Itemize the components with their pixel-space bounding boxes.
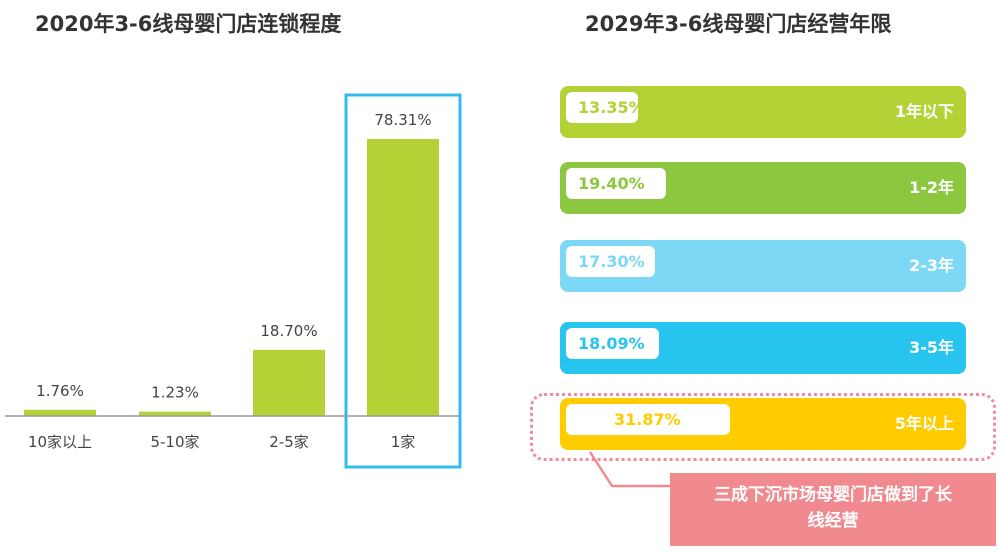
duration-value-1: 13.35% — [566, 92, 645, 123]
duration-value-5: 31.87% — [566, 404, 730, 435]
callout-line-1: 三成下沉市场母婴门店做到了长 — [714, 485, 952, 505]
data-label-2: 1.23% — [151, 384, 199, 402]
x-tick-label-3: 2-5家 — [269, 433, 309, 451]
data-label-3: 18.70% — [260, 322, 317, 340]
duration-bar-3: 17.30% 2-3年 — [560, 240, 966, 292]
x-tick-label-1: 10家以上 — [28, 433, 92, 451]
duration-bar-4: 18.09% 3-5年 — [560, 322, 966, 374]
bar-1 — [24, 409, 96, 416]
data-label-4: 78.31% — [374, 111, 431, 129]
bar-3 — [253, 349, 325, 416]
duration-bar-1: 13.35% 1年以下 — [560, 86, 966, 138]
bar-4 — [367, 139, 439, 416]
duration-value-2: 19.40% — [566, 168, 666, 199]
bar-2 — [139, 411, 211, 416]
left-chart-title: 2020年3-6线母婴门店连锁程度 — [35, 12, 342, 36]
duration-category-3: 2-3年 — [909, 256, 954, 275]
x-tick-label-4: 1家 — [391, 433, 416, 451]
highlight-5-years-frame — [530, 393, 996, 461]
callout-note: 三成下沉市场母婴门店做到了长 线经营 — [670, 473, 996, 546]
right-chart-title: 2029年3-6线母婴门店经营年限 — [585, 12, 892, 36]
highlight-frame — [344, 93, 462, 469]
duration-value-3: 17.30% — [566, 246, 655, 277]
data-label-1: 1.76% — [36, 382, 84, 400]
duration-bar-5: 31.87% 5年以上 — [560, 398, 966, 450]
duration-category-4: 3-5年 — [909, 338, 954, 357]
x-tick-label-2: 5-10家 — [150, 433, 199, 451]
duration-value-4: 18.09% — [566, 328, 659, 359]
duration-category-2: 1-2年 — [909, 178, 954, 197]
duration-bar-2: 19.40% 1-2年 — [560, 162, 966, 214]
duration-category-1: 1年以下 — [894, 102, 954, 121]
chain-degree-bar-chart: 1.76% 10家以上 1.23% 5-10家 18.70% 2-5家 78.31% 1家 — [5, 93, 462, 469]
callout-line-2: 线经营 — [807, 511, 859, 531]
duration-category-5: 5年以上 — [894, 414, 954, 433]
